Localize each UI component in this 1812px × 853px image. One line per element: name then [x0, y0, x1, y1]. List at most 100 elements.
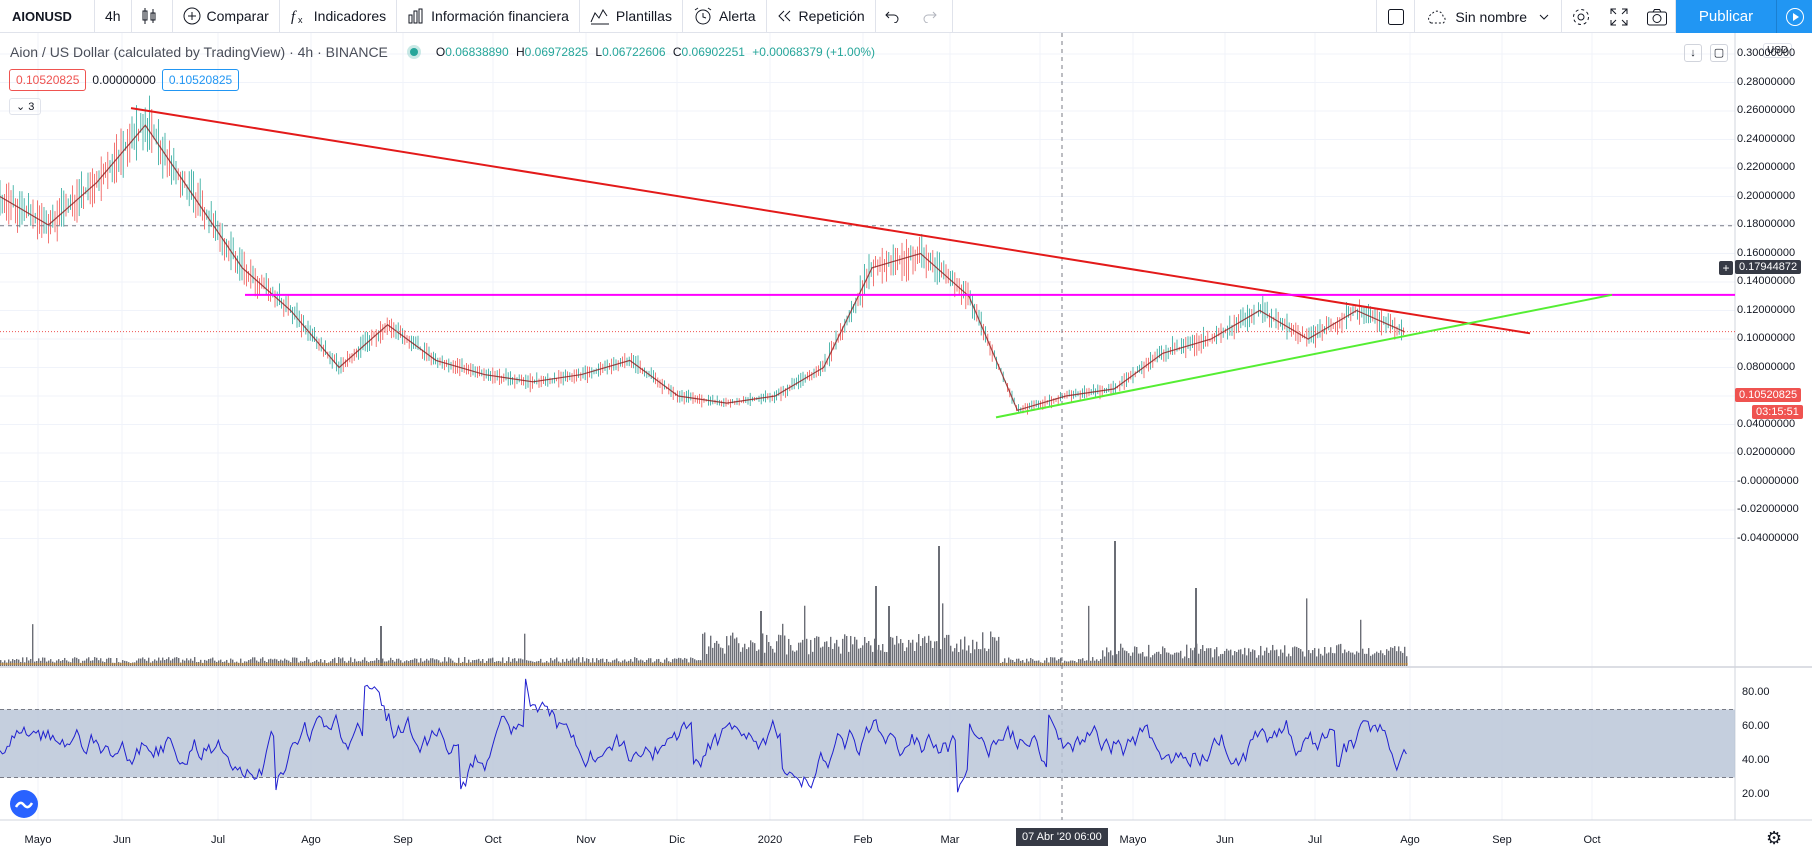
rsi-line — [0, 678, 1407, 793]
volume-bar — [538, 660, 540, 666]
fullscreen-button[interactable] — [1600, 0, 1638, 33]
volume-bar — [88, 657, 90, 666]
volume-bar — [1036, 660, 1038, 666]
volume-bar — [116, 658, 118, 666]
chart-style-button[interactable] — [132, 0, 173, 33]
volume-bar — [1156, 651, 1158, 666]
redo-button[interactable] — [914, 0, 953, 33]
layout-name-button[interactable]: Sin nombre — [1414, 0, 1562, 33]
volume-bar — [1098, 660, 1100, 666]
tradingview-logo[interactable] — [10, 790, 38, 818]
volume-bar — [1388, 650, 1390, 666]
volume-bar — [970, 653, 972, 666]
volume-bar — [776, 641, 778, 666]
volume-bar — [828, 646, 830, 666]
symbol-search[interactable]: AIONUSD — [0, 0, 95, 33]
volume-bar — [1310, 653, 1312, 666]
price-chart[interactable] — [0, 33, 1812, 853]
axis-settings-button[interactable]: ⚙ — [1766, 828, 1782, 849]
volume-bar — [1180, 650, 1182, 666]
indicators-collapse-button[interactable]: ⌄ 3 — [9, 98, 42, 115]
volume-bar — [672, 659, 674, 666]
gear-icon: ⚙ — [1766, 828, 1783, 848]
volume-bar — [1146, 656, 1148, 666]
volume-bar — [968, 645, 970, 666]
volume-bar — [262, 657, 264, 666]
volume-bar — [1144, 656, 1146, 666]
undo-icon — [884, 11, 899, 23]
volume-bar — [1316, 656, 1318, 666]
compare-label: Comparar — [206, 8, 269, 24]
volume-bar — [1324, 646, 1326, 666]
volume-bar — [1278, 656, 1280, 666]
compare-button[interactable]: Comparar — [173, 0, 280, 33]
volume-bar — [1106, 647, 1108, 666]
volume-bar — [940, 649, 942, 666]
volume-bar — [656, 659, 658, 666]
volume-bar — [450, 658, 452, 666]
publish-button[interactable]: Publicar — [1676, 0, 1776, 33]
volume-bar — [398, 658, 400, 666]
volume-bar — [638, 660, 640, 666]
volume-bar — [178, 658, 180, 666]
alert-button[interactable]: Alerta — [683, 0, 767, 33]
volume-bar — [306, 657, 308, 666]
price-tick-label: 0.14000000 — [1737, 275, 1796, 287]
volume-bar — [272, 659, 274, 666]
replay-label: Repetición — [798, 8, 865, 24]
volume-bar — [186, 658, 188, 666]
maximize-pane-button[interactable]: ▢ — [1710, 44, 1728, 62]
scroll-down-button[interactable]: ↓ — [1684, 44, 1702, 62]
templates-button[interactable]: Plantillas — [580, 0, 683, 33]
interval-button[interactable]: 4h — [95, 0, 132, 33]
volume-bar — [146, 660, 148, 666]
volume-bar — [190, 658, 192, 666]
volume-bar — [1386, 649, 1388, 666]
fullscreen-toggle-button[interactable] — [1376, 0, 1414, 33]
change-value: +0.00068379 (+1.00%) — [752, 45, 876, 59]
volume-bar — [524, 633, 526, 666]
volume-bar — [1046, 657, 1048, 666]
volume-bar — [388, 660, 390, 666]
value-box-blue: 0.10520825 — [161, 69, 240, 91]
volume-bar — [838, 646, 840, 666]
volume-bar — [738, 643, 740, 666]
volume-bar — [1350, 652, 1352, 666]
volume-bar — [822, 646, 824, 666]
volume-bar — [1208, 648, 1210, 666]
volume-bar — [444, 657, 446, 666]
financials-button[interactable]: Información financiera — [397, 0, 580, 33]
volume-bar — [200, 659, 202, 666]
volume-bar — [1364, 653, 1366, 666]
volume-bar — [1184, 656, 1186, 666]
volume-bar — [954, 648, 956, 666]
volume-bar — [742, 647, 744, 666]
volume-bar — [554, 659, 556, 666]
volume-bar — [930, 640, 932, 666]
volume-bar — [1384, 655, 1386, 666]
volume-bar — [1348, 650, 1350, 666]
symbol-label: AIONUSD — [12, 8, 72, 24]
volume-bar — [1090, 660, 1092, 666]
volume-bar — [694, 659, 696, 666]
volume-bar — [552, 660, 554, 666]
volume-bar — [1124, 650, 1126, 666]
volume-bar — [848, 651, 850, 666]
time-tick-label: Nov — [576, 834, 596, 846]
undo-button[interactable] — [876, 0, 914, 33]
snapshot-button[interactable] — [1638, 0, 1676, 33]
bar-chart-icon — [408, 8, 423, 24]
replay-button[interactable]: Repetición — [767, 0, 876, 33]
volume-bar — [720, 647, 722, 666]
volume-bar — [1058, 659, 1060, 666]
volume-bar — [824, 641, 826, 666]
volume-bar — [350, 657, 352, 666]
settings-button[interactable] — [1562, 0, 1600, 33]
currency-label[interactable]: USD — [1763, 43, 1793, 58]
price-tick-label: 0.12000000 — [1737, 303, 1796, 316]
play-button[interactable] — [1776, 0, 1812, 33]
financials-label: Información financiera — [431, 8, 569, 24]
volume-bar — [736, 637, 738, 666]
add-price-line-button[interactable]: + — [1719, 261, 1733, 275]
